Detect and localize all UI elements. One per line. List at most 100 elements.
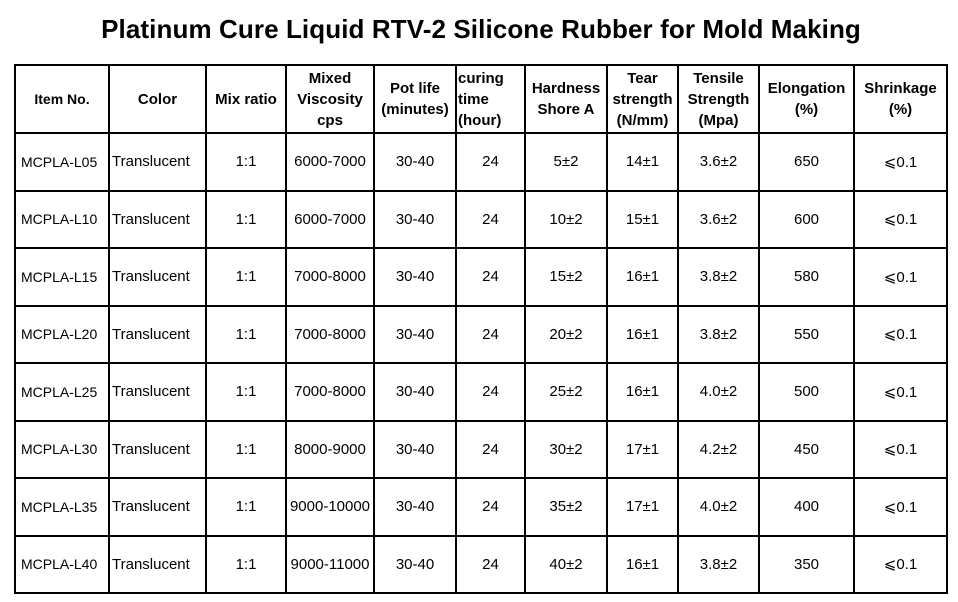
cell-hardness: 5±2 — [524, 132, 608, 192]
cell-pot-life: 30-40 — [373, 189, 457, 249]
header-line: Shore A — [537, 101, 595, 118]
cell-hardness: 15±2 — [524, 247, 608, 307]
cell-elongation: 350 — [758, 534, 855, 594]
cell-pot-life: 30-40 — [373, 247, 457, 307]
table-row: MCPLA-L20 Translucent 1:1 7000-8000 30-40 24 2… — [14, 304, 948, 364]
header-tear-strength: Tear strength (N/mm) — [606, 64, 679, 134]
cell-mix-ratio: 1:1 — [205, 247, 287, 307]
cell-mix-ratio: 1:1 — [205, 534, 287, 594]
cell-tensile-strength: 3.6±2 — [677, 189, 760, 249]
cell-mixed-viscosity: 7000-8000 — [285, 247, 375, 307]
cell-elongation: 450 — [758, 419, 855, 479]
header-row: Item No. Color Mix ratio Mixed Viscosity cps P… — [14, 64, 948, 134]
cell-curing-time: 24 — [455, 247, 526, 307]
cell-curing-time: 24 — [455, 132, 526, 192]
cell-curing-time: 24 — [455, 304, 526, 364]
header-line: (minutes) — [381, 101, 449, 118]
cell-shrinkage: ⩽0.1 — [853, 132, 948, 192]
cell-curing-time: 24 — [455, 534, 526, 594]
table-row: MCPLA-L30 Translucent 1:1 8000-9000 30-40 24 3… — [14, 419, 948, 479]
header-tensile-strength: Tensile Strength (Mpa) — [677, 64, 760, 134]
header-line: Strength — [687, 90, 750, 108]
cell-color: Translucent — [108, 304, 207, 364]
cell-mixed-viscosity: 6000-7000 — [285, 132, 375, 192]
header-pot-life: Pot life (minutes) — [373, 64, 457, 134]
header-shrinkage: Shrinkage (%) — [853, 64, 948, 134]
cell-mix-ratio: 1:1 — [205, 132, 287, 192]
cell-elongation: 650 — [758, 132, 855, 192]
cell-shrinkage: ⩽0.1 — [853, 247, 948, 307]
cell-pot-life: 30-40 — [373, 132, 457, 192]
cell-tensile-strength: 4.0±2 — [677, 362, 760, 422]
cell-hardness: 40±2 — [524, 534, 608, 594]
cell-color: Translucent — [108, 362, 207, 422]
cell-hardness: 35±2 — [524, 477, 608, 537]
cell-color: Translucent — [108, 247, 207, 307]
cell-color: Translucent — [108, 189, 207, 249]
cell-item-no: MCPLA-L40 — [14, 534, 110, 594]
cell-tensile-strength: 4.0±2 — [677, 477, 760, 537]
cell-color: Translucent — [108, 477, 207, 537]
header-line: (hour) — [458, 111, 502, 129]
header-line: (Mpa) — [698, 111, 739, 129]
cell-item-no: MCPLA-L25 — [14, 362, 110, 422]
cell-tensile-strength: 3.6±2 — [677, 132, 760, 192]
header-item-no: Item No. — [14, 64, 110, 134]
header-line: Mixed — [308, 69, 352, 87]
cell-hardness: 30±2 — [524, 419, 608, 479]
header-curing-time: curing time (hour) — [455, 64, 526, 134]
header-line: Hardness — [531, 80, 601, 97]
cell-hardness: 25±2 — [524, 362, 608, 422]
cell-tear-strength: 15±1 — [606, 189, 679, 249]
header-line: (%) — [794, 101, 819, 118]
cell-tear-strength: 17±1 — [606, 419, 679, 479]
cell-tear-strength: 16±1 — [606, 362, 679, 422]
cell-elongation: 600 — [758, 189, 855, 249]
header-line: (%) — [888, 101, 913, 118]
table-row: MCPLA-L15 Translucent 1:1 7000-8000 30-40 24 1… — [14, 247, 948, 307]
header-line: Elongation — [767, 80, 846, 97]
header-line: Viscosity — [297, 90, 363, 108]
header-line: Shrinkage — [864, 80, 937, 97]
spec-table: Item No. Color Mix ratio Mixed Viscosity cps P… — [14, 64, 948, 594]
header-line: Tensile — [693, 69, 744, 87]
cell-mix-ratio: 1:1 — [205, 189, 287, 249]
cell-mix-ratio: 1:1 — [205, 477, 287, 537]
cell-item-no: MCPLA-L20 — [14, 304, 110, 364]
cell-item-no: MCPLA-L30 — [14, 419, 110, 479]
cell-mix-ratio: 1:1 — [205, 362, 287, 422]
cell-pot-life: 30-40 — [373, 362, 457, 422]
cell-mixed-viscosity: 9000-10000 — [285, 477, 375, 537]
header-line: curing — [458, 69, 504, 87]
header-mix-ratio: Mix ratio — [205, 64, 287, 134]
header-line: Tear — [627, 69, 658, 87]
cell-tear-strength: 16±1 — [606, 247, 679, 307]
cell-elongation: 580 — [758, 247, 855, 307]
cell-tear-strength: 14±1 — [606, 132, 679, 192]
cell-mixed-viscosity: 9000-11000 — [285, 534, 375, 594]
cell-item-no: MCPLA-L05 — [14, 132, 110, 192]
cell-tensile-strength: 4.2±2 — [677, 419, 760, 479]
cell-shrinkage: ⩽0.1 — [853, 477, 948, 537]
table-row: MCPLA-L35 Translucent 1:1 9000-10000 30-40 24… — [14, 477, 948, 537]
cell-tear-strength: 16±1 — [606, 534, 679, 594]
header-line: cps — [317, 111, 343, 129]
cell-mix-ratio: 1:1 — [205, 419, 287, 479]
header-line: time — [458, 90, 489, 108]
cell-elongation: 500 — [758, 362, 855, 422]
cell-pot-life: 30-40 — [373, 534, 457, 594]
header-line: Color — [137, 90, 178, 108]
header-mixed-viscosity: Mixed Viscosity cps — [285, 64, 375, 134]
cell-shrinkage: ⩽0.1 — [853, 534, 948, 594]
cell-shrinkage: ⩽0.1 — [853, 419, 948, 479]
cell-mix-ratio: 1:1 — [205, 304, 287, 364]
cell-mixed-viscosity: 6000-7000 — [285, 189, 375, 249]
cell-hardness: 20±2 — [524, 304, 608, 364]
cell-item-no: MCPLA-L35 — [14, 477, 110, 537]
cell-pot-life: 30-40 — [373, 477, 457, 537]
cell-mixed-viscosity: 7000-8000 — [285, 362, 375, 422]
cell-shrinkage: ⩽0.1 — [853, 362, 948, 422]
table-body: MCPLA-L05 Translucent 1:1 6000-7000 30-40 24 5… — [14, 132, 948, 594]
document-title: Platinum Cure Liquid RTV-2 Silicone Rubb… — [101, 14, 861, 44]
cell-elongation: 400 — [758, 477, 855, 537]
